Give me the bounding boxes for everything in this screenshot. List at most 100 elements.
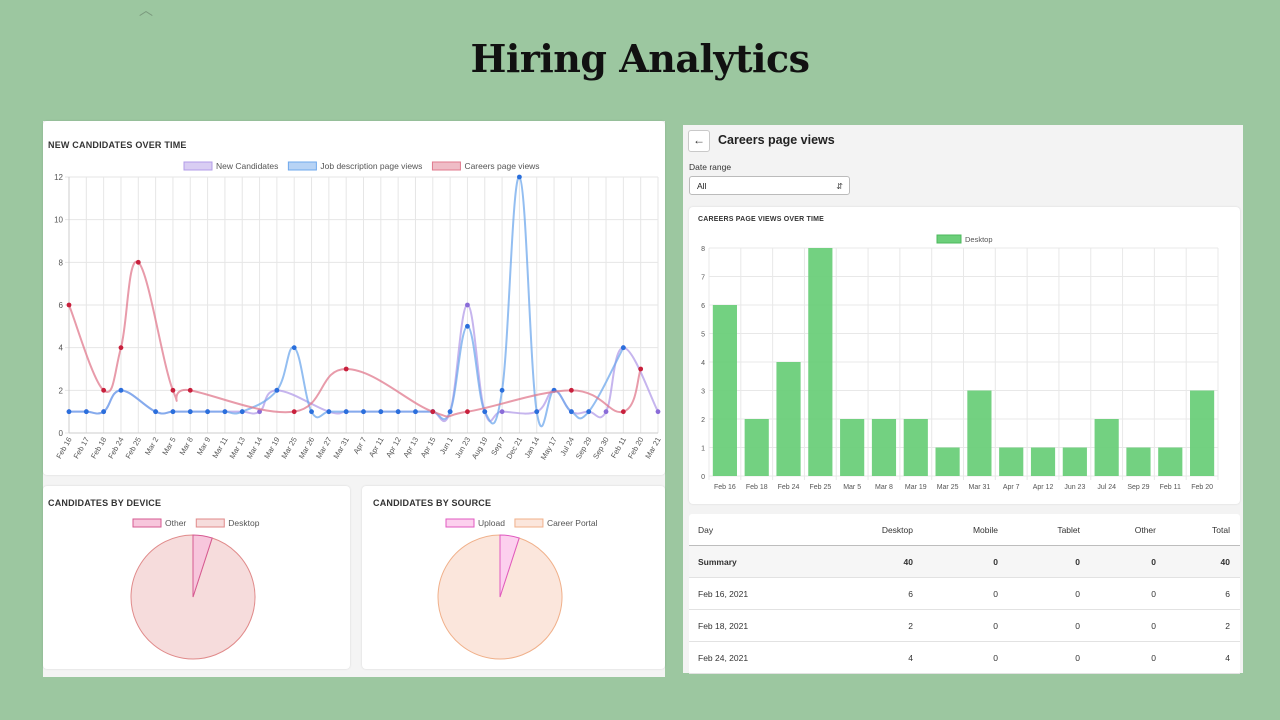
- x-tick-label: Mar 8: [178, 436, 195, 457]
- table-header-cell: Desktop: [881, 525, 913, 535]
- bar-card-title: CAREERS PAGE VIEWS OVER TIME: [698, 216, 825, 223]
- bar: [1158, 447, 1183, 476]
- table-summary-row: Summary 40 0 0 0 40: [689, 546, 1240, 578]
- table-row-cell: Feb 24, 2021: [698, 653, 749, 663]
- pie-slice: [192, 534, 213, 598]
- y-tick-label: 10: [54, 216, 63, 225]
- table-header-cell: Mobile: [972, 525, 998, 535]
- bar: [1190, 390, 1215, 476]
- arrow-left-icon: ←: [693, 133, 705, 147]
- x-tick-label: Aug 19: [470, 436, 490, 461]
- data-point: [568, 387, 574, 393]
- x-tick-label: Feb 17: [72, 436, 91, 461]
- x-tick-label: Apr 7: [1003, 484, 1020, 491]
- x-tick-label: Jul 24: [558, 436, 576, 458]
- x-tick-label: Apr 12: [1033, 484, 1054, 491]
- table-row-cell: 6: [1225, 589, 1230, 599]
- table-row: Feb 24, 2021 4 0 0 0 4: [689, 642, 1240, 674]
- table-header-cell: Total: [1212, 525, 1230, 535]
- legend-swatch: [183, 161, 213, 171]
- legend-label: New Candidates: [216, 161, 278, 171]
- legend-label: Other: [165, 518, 186, 528]
- legend-swatch: [431, 161, 461, 171]
- legend-label: Desktop: [228, 518, 259, 528]
- x-tick-label: Mar 9: [195, 436, 212, 457]
- table-header: Day Desktop Mobile Tablet Other Total: [689, 514, 1240, 546]
- x-tick-label: Mar 27: [314, 436, 333, 461]
- x-tick-label: Feb 11: [1160, 484, 1181, 491]
- legend-swatch: [132, 518, 162, 528]
- table-row-cell: 2: [1225, 621, 1230, 631]
- series-line: [69, 175, 625, 428]
- x-tick-label: Mar 19: [262, 436, 281, 461]
- x-tick-label: Feb 25: [124, 436, 143, 461]
- data-point: [239, 409, 245, 415]
- bar: [840, 419, 865, 476]
- x-tick-label: Mar 31: [969, 484, 991, 491]
- legend-label: Upload: [478, 518, 505, 528]
- table-row-cell: 0: [993, 653, 998, 663]
- data-point: [430, 409, 436, 415]
- data-point: [101, 387, 107, 393]
- x-tick-label: Feb 24: [778, 484, 800, 491]
- y-tick-label: 0: [59, 429, 64, 438]
- y-tick-label: 6: [701, 303, 705, 310]
- table-row-cell: 0: [1075, 621, 1080, 631]
- legend-swatch: [195, 518, 225, 528]
- data-point: [309, 409, 314, 415]
- x-tick-label: Apr 13: [401, 436, 420, 460]
- data-point: [118, 345, 124, 351]
- table-summary-row-cell: 0: [1151, 557, 1156, 567]
- device-card: CANDIDATES BY DEVICE Other Desktop: [43, 486, 350, 669]
- data-point: [447, 409, 453, 415]
- x-tick-label: Mar 13: [228, 436, 247, 461]
- table-row: Feb 16, 2021 6 0 0 0 6: [689, 578, 1240, 610]
- back-button[interactable]: ←: [688, 130, 710, 152]
- table-row-cell: 4: [1225, 653, 1230, 663]
- data-point: [395, 409, 401, 415]
- y-tick-label: 2: [59, 386, 64, 395]
- data-point: [361, 409, 366, 415]
- date-range-select[interactable]: All ⇵: [689, 176, 850, 195]
- data-point: [187, 409, 193, 415]
- x-tick-label: Feb 16: [714, 484, 736, 491]
- x-tick-label: Mar 19: [905, 484, 927, 491]
- page-title: Careers page views: [718, 133, 835, 147]
- y-tick-label: 8: [59, 258, 64, 267]
- x-tick-label: Feb 16: [54, 436, 73, 461]
- x-tick-label: Feb 20: [1191, 484, 1213, 491]
- x-tick-label: Feb 20: [626, 436, 645, 461]
- x-tick-label: Mar 21: [643, 436, 662, 461]
- data-point: [378, 409, 384, 415]
- data-point: [257, 409, 262, 415]
- data-point: [170, 387, 176, 393]
- bar: [744, 419, 769, 476]
- x-tick-label: Feb 18: [746, 484, 768, 491]
- y-tick-label: 5: [701, 332, 705, 339]
- y-tick-label: 4: [701, 360, 705, 367]
- x-tick-label: Jun 23: [1064, 484, 1085, 491]
- table-row-cell: 6: [908, 589, 913, 599]
- line-card-title: NEW CANDIDATES OVER TIME: [48, 140, 187, 150]
- bar-chart: Desktop 0 1 2 3 4 5 6 7 8 Feb 16 Feb 18 Feb 24 Feb 25…: [701, 234, 1219, 491]
- careers-page-views-screenshot: ← Careers page views Date range All ⇵ CA…: [683, 125, 1243, 674]
- data-point: [205, 409, 210, 415]
- x-tick-label: Mar 5: [160, 436, 177, 457]
- data-point: [465, 409, 470, 415]
- table-header-cell: Tablet: [1057, 525, 1080, 535]
- bar: [808, 248, 833, 476]
- chevron-up-icon: ︿: [139, 2, 153, 18]
- slide-title: Hiring Analytics: [470, 36, 811, 81]
- table-row: Feb 18, 2021 2 0 0 0 2: [689, 610, 1240, 642]
- table-row-cell: 0: [993, 621, 998, 631]
- table-row-cell: Feb 18, 2021: [698, 621, 749, 631]
- x-tick-label: Mar 5: [843, 484, 861, 491]
- data-point: [413, 409, 418, 415]
- x-tick-label: Dec 21: [504, 436, 524, 461]
- x-tick-label: Feb 24: [106, 436, 125, 461]
- table-summary-row-cell: 0: [993, 557, 998, 567]
- y-tick-label: 0: [701, 474, 705, 481]
- y-tick-label: 12: [54, 173, 63, 182]
- x-tick-label: Feb 25: [809, 484, 831, 491]
- data-point: [465, 323, 470, 329]
